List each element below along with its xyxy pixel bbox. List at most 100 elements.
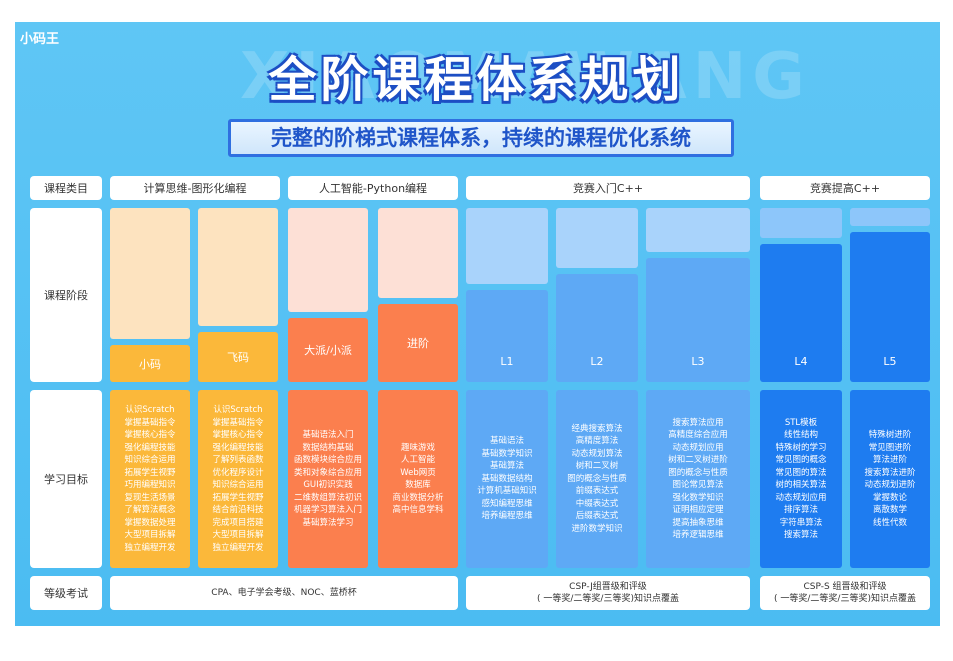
goal-item: STL模板 bbox=[784, 417, 818, 428]
goal-item: 搜索算法 bbox=[783, 530, 818, 540]
goal-item: 掌握核心指令 bbox=[124, 430, 176, 440]
goal-item: 认识Scratch bbox=[213, 405, 263, 415]
goal-item: 动态规划应用 bbox=[775, 492, 827, 503]
goal-item: 拓展学生视野 bbox=[124, 467, 176, 478]
goal-item: 感知编程思维 bbox=[481, 498, 533, 509]
category-python: 人工智能-Python编程 bbox=[288, 176, 458, 200]
stage-1: 小码 bbox=[110, 345, 190, 382]
goal-item: 结合前沿科技 bbox=[212, 505, 264, 515]
goals-7: 搜索算法应用 高精度综合应用 动态规划应用 树和二叉树进阶 图的概念与性质 图论常见算法强… bbox=[646, 390, 750, 568]
goal-item: 类和对象综合应用 bbox=[293, 467, 362, 478]
goal-item: 掌握基础指令 bbox=[212, 417, 264, 428]
category-scratch: 计算思维-图形化编程 bbox=[110, 176, 280, 200]
exam-text: CSP-J组晋级和评级 bbox=[569, 582, 647, 592]
exam-csp-s: CSP-S 组晋级和评级 ( 一等奖/二等奖/三等奖)知识点覆盖 bbox=[760, 576, 930, 610]
goal-item: 数据结构基础 bbox=[302, 442, 354, 453]
goal-item: 常见图的算法 bbox=[775, 467, 827, 478]
goal-item: 完成项目搭建 bbox=[212, 517, 264, 528]
stage-bar-top bbox=[198, 208, 278, 326]
exam-text: CSP-S 组晋级和评级 bbox=[803, 582, 887, 592]
goal-item: 离散数学 bbox=[872, 505, 907, 515]
goal-item: 趣味游戏 bbox=[400, 442, 435, 453]
goal-item: 机器学习算法入门 bbox=[293, 505, 362, 515]
goal-item: 认识Scratch bbox=[125, 405, 175, 415]
goal-item: 独立编程开发 bbox=[212, 542, 264, 553]
goals-1: 认识Scratch 掌握基础指令 掌握核心指令 强化编程技能 知识综合运用 拓展学生视野巧… bbox=[110, 390, 190, 568]
goal-item: Web网页 bbox=[400, 467, 436, 478]
goal-item: 算法进阶 bbox=[872, 455, 907, 465]
page-title: 全阶课程体系规划 bbox=[268, 52, 685, 108]
exam-csp-j: CSP-J组晋级和评级 ( 一等奖/二等奖/三等奖)知识点覆盖 bbox=[466, 576, 750, 610]
goal-item: 高中信息学科 bbox=[392, 505, 444, 515]
goal-item: 字符串算法 bbox=[779, 517, 823, 528]
goal-item: 知识综合运用 bbox=[124, 455, 176, 465]
goal-item: 复现生活场景 bbox=[124, 492, 176, 503]
goal-item: 树和二叉树 bbox=[575, 461, 619, 472]
goal-item: 计算机基础知识 bbox=[477, 486, 537, 497]
goal-item: 基础数学知识 bbox=[481, 448, 533, 459]
goal-item: 培养逻辑思维 bbox=[672, 530, 724, 540]
goal-item: 特殊树的学习 bbox=[775, 442, 827, 453]
stage-bar-top bbox=[466, 208, 548, 284]
goal-item: 基础语法 bbox=[489, 436, 524, 447]
goal-item: 掌握基础指令 bbox=[124, 417, 176, 428]
goals-6: 经典搜索算法 高精度算法 动态规划算法 树和二叉树 图的概念与性质 前缀表达式 中缀表达式后… bbox=[556, 390, 638, 568]
goal-item: 大型项目拆解 bbox=[124, 530, 176, 540]
exam-text: ( 一等奖/二等奖/三等奖)知识点覆盖 bbox=[774, 594, 916, 604]
goal-item: 搜索算法应用 bbox=[672, 417, 724, 428]
goal-item: 掌握核心指令 bbox=[212, 430, 264, 440]
stage-3: 大派/小派 bbox=[288, 318, 368, 382]
goal-item: 拓展学生视野 bbox=[212, 492, 264, 503]
goal-item: 优化程序设计 bbox=[212, 467, 264, 478]
goal-item: 基础数据结构 bbox=[481, 473, 533, 484]
category-cpp-intro: 竞赛入门C++ bbox=[466, 176, 750, 200]
goals-2: 认识Scratch 掌握基础指令 掌握核心指令 强化编程技能 了解列表函数 优化程序设计知… bbox=[198, 390, 278, 568]
row-label-exam: 等级考试 bbox=[30, 576, 102, 610]
exam-text: CPA、电子学会考级、NOC、蓝桥杯 bbox=[211, 588, 357, 598]
goal-item: 特殊树进阶 bbox=[868, 430, 912, 440]
goal-item: 图的概念与性质 bbox=[668, 467, 728, 478]
goal-item: 人工智能 bbox=[400, 455, 435, 465]
stage-bar-top bbox=[850, 208, 930, 226]
stage-7: L3 bbox=[646, 258, 750, 382]
stage-bar-top bbox=[760, 208, 842, 238]
stage-bar-top bbox=[646, 208, 750, 252]
goal-item: 动态规划算法 bbox=[571, 448, 623, 459]
stage-9: L5 bbox=[850, 232, 930, 382]
goal-item: 独立编程开发 bbox=[124, 542, 176, 553]
goal-item: 线性结构 bbox=[783, 430, 818, 440]
goal-item: 商业数据分析 bbox=[392, 492, 444, 503]
goal-item: 证明相应定理 bbox=[672, 505, 724, 515]
exam-text: ( 一等奖/二等奖/三等奖)知识点覆盖 bbox=[537, 594, 679, 604]
goal-item: 进阶数学知识 bbox=[571, 523, 623, 534]
goal-item: 搜索算法进阶 bbox=[864, 467, 916, 478]
goal-item: 函数模块综合应用 bbox=[293, 455, 362, 465]
goal-item: 排序算法 bbox=[783, 505, 818, 515]
goal-item: 基础算法 bbox=[489, 461, 524, 472]
stage-6: L2 bbox=[556, 274, 638, 382]
stage-bar-top bbox=[378, 208, 458, 298]
row-label-goals: 学习目标 bbox=[30, 390, 102, 568]
goal-item: 动态规划进阶 bbox=[864, 480, 916, 490]
stage-4: 进阶 bbox=[378, 304, 458, 382]
goal-item: 了解列表函数 bbox=[212, 455, 264, 465]
goal-item: 常见图进阶 bbox=[868, 442, 912, 453]
goals-8: STL模板 线性结构 特殊树的学习 常见图的概念 常见图的算法 树的相关算法 动态规划应用排… bbox=[760, 390, 842, 568]
exam-scratch-python: CPA、电子学会考级、NOC、蓝桥杯 bbox=[110, 576, 458, 610]
goal-item: 后缀表达式 bbox=[575, 511, 619, 522]
goal-item: 中缀表达式 bbox=[575, 498, 619, 509]
goal-item: GUI初识实践 bbox=[303, 480, 353, 490]
row-label-category: 课程类目 bbox=[30, 176, 102, 200]
goal-item: 二维数组算法初识 bbox=[293, 492, 362, 503]
stage-5: L1 bbox=[466, 290, 548, 382]
goals-3: 基础语法入门 数据结构基础 函数模块综合应用 类和对象综合应用 GUI初识实践 二维数组算… bbox=[288, 390, 368, 568]
goal-item: 图的概念与性质 bbox=[567, 473, 627, 484]
goal-item: 数据库 bbox=[405, 480, 431, 490]
goal-item: 高精度综合应用 bbox=[668, 430, 728, 440]
goal-item: 巧用编程知识 bbox=[124, 480, 176, 490]
logo: 小码王 bbox=[20, 32, 60, 47]
watermark: XIAOMAWANG bbox=[240, 40, 811, 114]
subtitle-banner: 完整的阶梯式课程体系，持续的课程优化系统 bbox=[228, 119, 734, 157]
goal-item: 强化编程技能 bbox=[212, 442, 264, 453]
goal-item: 树和二叉树进阶 bbox=[668, 455, 728, 465]
